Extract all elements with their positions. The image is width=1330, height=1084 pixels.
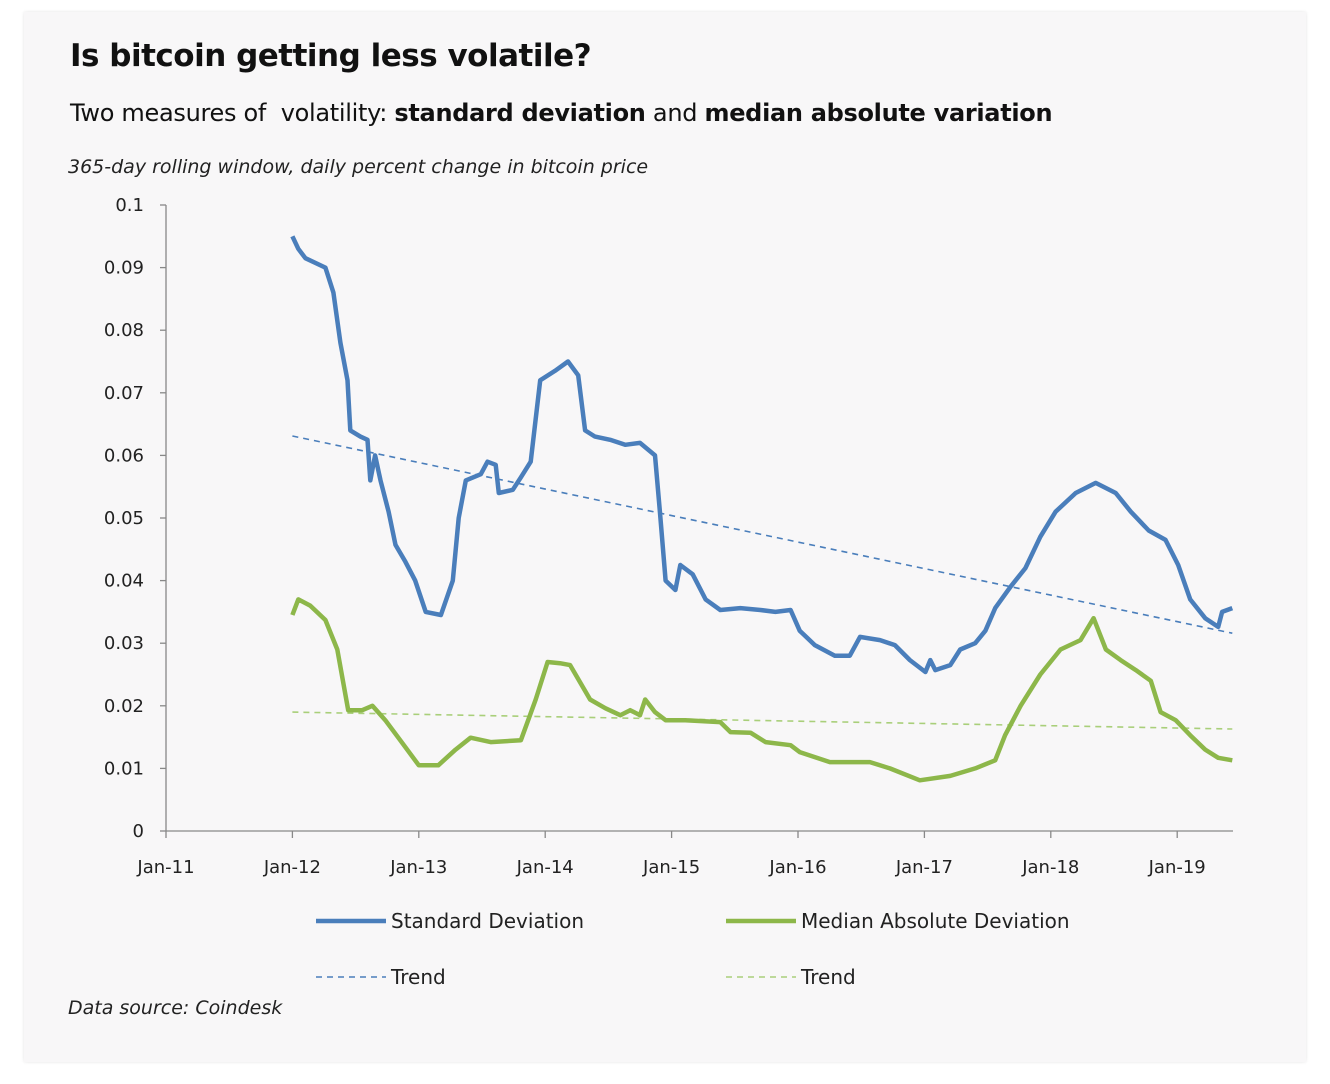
x-tick-label: Jan-15: [642, 857, 700, 878]
y-tick-label: 0.03: [104, 633, 144, 654]
legend-label: Median Absolute Deviation: [801, 909, 1070, 933]
chart-card: [24, 12, 1306, 1062]
x-tick-label: Jan-18: [1021, 857, 1079, 878]
y-tick-label: 0.04: [104, 571, 144, 592]
y-tick-label: 0.02: [104, 696, 144, 717]
subtitle-mid: and: [645, 99, 705, 127]
y-tick-label: 0.1: [115, 195, 144, 216]
y-tick-label: 0.06: [104, 445, 144, 466]
x-tick-label: Jan-13: [389, 857, 447, 878]
chart-note: 365-day rolling window, daily percent ch…: [68, 156, 649, 178]
y-tick-label: 0.09: [104, 258, 144, 279]
chart-title: Is bitcoin getting less volatile?: [70, 38, 592, 74]
x-tick-label: Jan-19: [1148, 857, 1206, 878]
x-tick-label: Jan-16: [768, 857, 826, 878]
legend-label: Trend: [800, 965, 856, 989]
legend-label: Standard Deviation: [391, 909, 584, 933]
chart-subtitle: Two measures of volatility: standard dev…: [70, 99, 1053, 127]
subtitle-bold-mad: median absolute variation: [704, 99, 1053, 127]
x-tick-label: Jan-12: [263, 857, 321, 878]
y-tick-label: 0.05: [104, 508, 144, 529]
y-tick-label: 0.08: [104, 320, 144, 341]
legend-label: Trend: [390, 965, 446, 989]
series-line-standard-deviation: [290, 235, 1234, 675]
subtitle-bold-std: standard deviation: [394, 99, 646, 127]
y-tick-label: 0: [133, 821, 144, 842]
y-tick-label: 0.01: [104, 758, 144, 779]
subtitle-prefix: Two measures of volatility:: [70, 99, 395, 127]
x-tick-label: Jan-11: [136, 857, 194, 878]
x-tick-label: Jan-14: [516, 857, 574, 878]
series-line-median-absolute-deviation: [290, 597, 1233, 783]
data-source: Data source: Coindesk: [68, 997, 283, 1019]
y-tick-label: 0.07: [104, 383, 144, 404]
trend-line-standard-deviation: [292, 435, 1233, 634]
x-tick-label: Jan-17: [895, 857, 953, 878]
trend-line-median-absolute-deviation: [292, 711, 1233, 730]
